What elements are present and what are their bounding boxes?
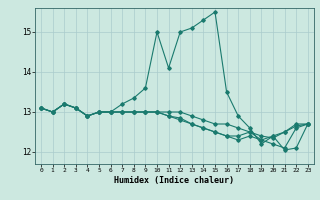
- X-axis label: Humidex (Indice chaleur): Humidex (Indice chaleur): [115, 176, 235, 185]
